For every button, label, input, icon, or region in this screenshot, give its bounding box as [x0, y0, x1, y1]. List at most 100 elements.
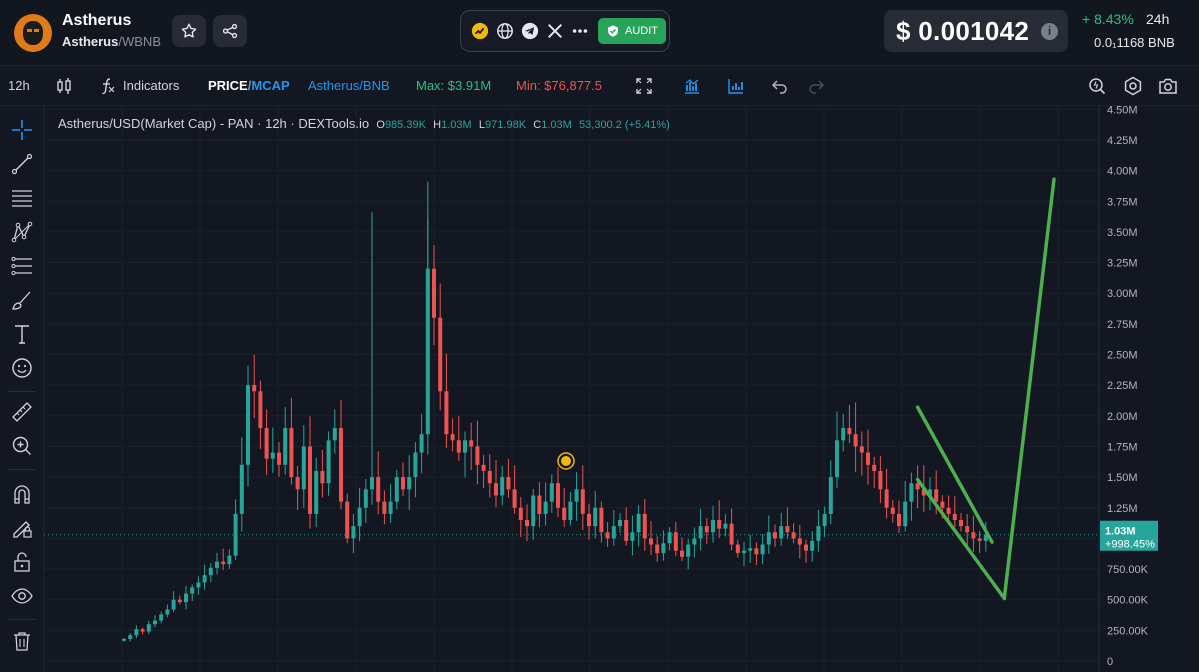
- candle: [810, 540, 815, 551]
- candle: [332, 428, 337, 441]
- ruler-icon[interactable]: [9, 399, 35, 425]
- change-period: 24h: [1146, 11, 1170, 27]
- candle: [196, 582, 201, 588]
- volume-icon[interactable]: [682, 76, 702, 96]
- candle: [934, 489, 939, 502]
- fib-retracement-icon[interactable]: [9, 185, 35, 211]
- candle: [153, 620, 157, 625]
- redo-icon[interactable]: [806, 76, 826, 96]
- candle: [735, 544, 740, 554]
- camera-icon[interactable]: [1158, 76, 1178, 96]
- interval-selector[interactable]: 12h: [8, 78, 30, 93]
- undo-icon[interactable]: [770, 76, 790, 96]
- candle: [785, 526, 790, 533]
- candle: [779, 526, 784, 539]
- token-avatar: [14, 14, 52, 52]
- trend-line-icon[interactable]: [9, 151, 35, 177]
- settings-icon[interactable]: [1123, 76, 1143, 96]
- candle: [748, 548, 753, 551]
- candle: [711, 520, 715, 533]
- favorite-button[interactable]: [172, 15, 206, 47]
- price-mcap-toggle[interactable]: PRICE/MCAP: [208, 78, 290, 93]
- candle: [723, 523, 728, 529]
- trend-line-drawing: [915, 477, 1007, 601]
- candle: [537, 495, 542, 514]
- candle: [847, 428, 852, 435]
- crosshair-icon[interactable]: [9, 117, 35, 143]
- legend-change: 53,300.2 (+5.41%): [579, 119, 670, 131]
- candle: [221, 561, 226, 565]
- quick-search-icon[interactable]: [1087, 76, 1107, 96]
- candle: [946, 507, 951, 514]
- last-change-label: +998.45%: [1105, 539, 1155, 551]
- telegram-icon[interactable]: [521, 22, 539, 40]
- lock-icon[interactable]: [9, 549, 35, 575]
- candle: [680, 550, 684, 557]
- text-icon[interactable]: [9, 321, 35, 347]
- chart-icon[interactable]: [471, 22, 489, 40]
- forecast-icon[interactable]: [9, 253, 35, 279]
- candle: [376, 477, 381, 502]
- share-button[interactable]: [213, 15, 247, 47]
- globe-icon[interactable]: [496, 22, 514, 40]
- drawing-tools: [0, 106, 44, 672]
- candle: [556, 483, 560, 508]
- candle: [277, 452, 281, 465]
- candle: [692, 538, 697, 545]
- price-option[interactable]: PRICE: [208, 78, 248, 93]
- eye-icon[interactable]: [9, 583, 35, 609]
- candle: [339, 428, 343, 502]
- mcap-option[interactable]: MCAP: [251, 78, 290, 93]
- candle: [512, 489, 517, 508]
- x-icon[interactable]: [546, 22, 564, 40]
- candle: [859, 446, 864, 453]
- candle: [568, 501, 573, 521]
- indicators-icon[interactable]: [98, 76, 118, 96]
- y-tick-label: 2.00M: [1107, 411, 1138, 423]
- y-tick-label: 3.50M: [1107, 227, 1138, 239]
- candle: [382, 501, 387, 514]
- emoji-icon[interactable]: [9, 355, 35, 381]
- candle: [593, 507, 598, 527]
- pattern-icon[interactable]: [9, 219, 35, 245]
- magnet-icon[interactable]: [9, 481, 35, 507]
- stay-in-drawing-icon[interactable]: [9, 515, 35, 541]
- trash-icon[interactable]: [9, 628, 35, 654]
- candle: [140, 629, 145, 632]
- pair-base: Astherus: [62, 34, 119, 49]
- candle: [791, 532, 796, 539]
- candle: [983, 534, 988, 541]
- candle: [432, 268, 436, 318]
- candle: [202, 575, 207, 583]
- candle: [661, 543, 666, 554]
- pair-toggle[interactable]: Astherus/BNB: [308, 78, 390, 93]
- candle: [407, 477, 412, 490]
- price-change: + 8.43%: [1082, 11, 1134, 27]
- audit-button[interactable]: AUDIT: [598, 18, 666, 44]
- candle: [754, 548, 759, 555]
- candle: [345, 501, 350, 539]
- candle: [649, 538, 653, 545]
- candle: [469, 440, 474, 447]
- candles-icon[interactable]: [54, 76, 74, 96]
- candle: [134, 629, 139, 636]
- candle: [884, 489, 889, 508]
- y-tick-label: 250.00K: [1107, 625, 1149, 637]
- brush-icon[interactable]: [9, 287, 35, 313]
- candle: [977, 538, 982, 541]
- audit-label: AUDIT: [625, 25, 658, 37]
- candle: [438, 317, 443, 392]
- zoom-in-icon[interactable]: [9, 433, 35, 459]
- info-icon[interactable]: i: [1041, 23, 1058, 40]
- trades-icon[interactable]: [726, 76, 746, 96]
- price-chart[interactable]: 4.50M 4.25M 4.00M 3.75M 3.50M 3.25M 3.00M 2.75M…: [44, 106, 1199, 672]
- fullscreen-icon[interactable]: [634, 76, 654, 96]
- candle: [463, 440, 467, 453]
- legend-close: 1.03M: [541, 119, 572, 131]
- candle: [605, 532, 610, 539]
- more-icon[interactable]: [571, 22, 589, 40]
- star-icon: [181, 23, 197, 38]
- candle: [500, 477, 505, 496]
- candle: [444, 391, 449, 435]
- indicators-button[interactable]: Indicators: [123, 78, 180, 93]
